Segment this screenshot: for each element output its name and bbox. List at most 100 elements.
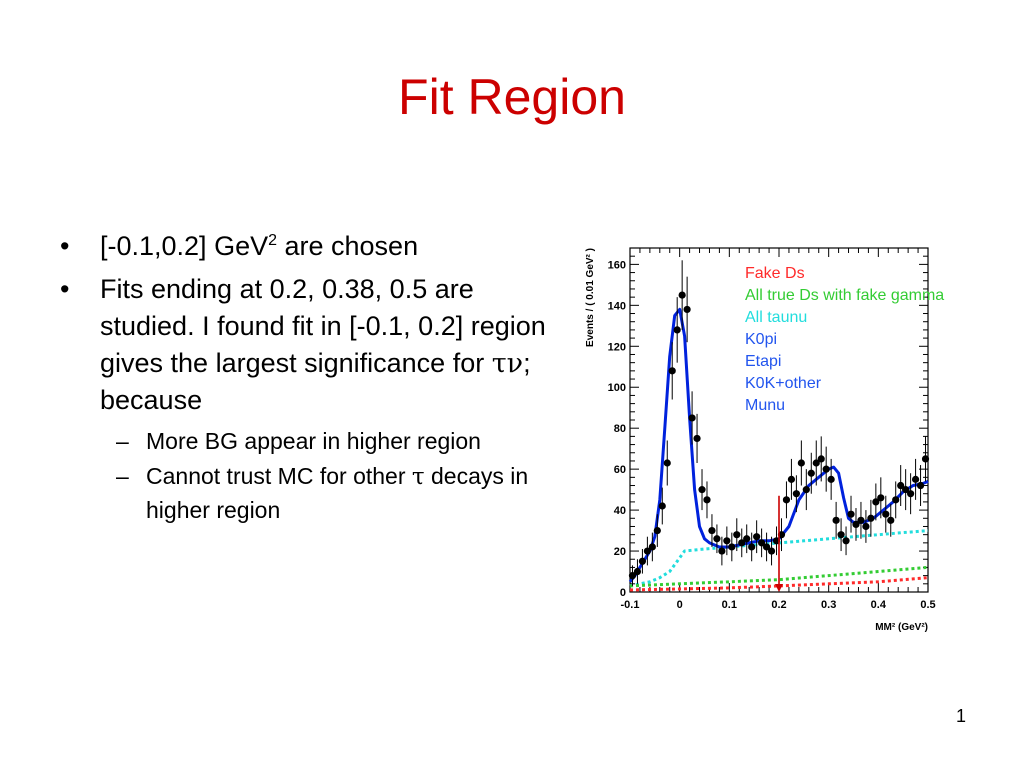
data-point: [887, 516, 895, 524]
legend-entry: All true Ds with fake gamma: [745, 287, 944, 304]
data-point: [628, 572, 637, 580]
sub-bullet-item: – More BG appear in higher region: [60, 425, 570, 458]
sub-bullet-item: – Cannot trust MC for other τ decays in h…: [60, 460, 570, 527]
y-tick-label: 0: [620, 587, 626, 599]
y-tick-label: 140: [608, 300, 626, 312]
data-point: [902, 486, 910, 494]
data-point: [748, 543, 756, 551]
data-point: [673, 326, 681, 334]
fit-boundary-arrow: [775, 584, 783, 592]
data-point: [817, 455, 825, 463]
data-point: [693, 434, 701, 443]
sub-bullet-dash: –: [116, 463, 129, 489]
data-point: [857, 516, 865, 524]
data-point: [698, 486, 706, 494]
data-point: [753, 533, 761, 541]
legend-entry: Etapi: [745, 353, 781, 370]
y-tick-label: 120: [608, 341, 626, 353]
data-point: [733, 531, 741, 539]
data-point: [767, 547, 776, 555]
legend-entry: Fake Ds: [745, 265, 805, 282]
data-point: [827, 475, 835, 483]
data-point: [877, 494, 885, 502]
data-point: [867, 514, 875, 522]
slide-title: Fit Region: [398, 69, 626, 125]
data-point: [708, 526, 716, 535]
data-point: [882, 510, 890, 518]
legend-entry: K0pi: [745, 331, 777, 348]
data-point: [797, 459, 805, 467]
mm2-fit-chart: -0.1 0 0.1 0.2 0.3 0.4 0.502040608010012014016…: [585, 247, 944, 633]
background-curve: [629, 576, 929, 592]
sub-bullet-text: Cannot trust MC for other: [146, 463, 412, 489]
sub-bullet-dash: –: [116, 428, 129, 454]
x-tick-label: -0.1: [621, 599, 640, 611]
data-point: [668, 367, 676, 375]
data-point: [842, 537, 850, 545]
data-point: [892, 496, 900, 504]
data-point: [837, 531, 845, 539]
background-curve: [629, 565, 929, 588]
data-point: [638, 557, 647, 565]
data-point: [653, 526, 661, 535]
bullet-dot: •: [60, 274, 70, 304]
data-point: [633, 567, 642, 576]
data-point: [832, 516, 840, 524]
x-axis-label: MM² (GeV²): [875, 622, 928, 633]
data-point: [758, 539, 766, 547]
y-tick-label: 20: [614, 546, 626, 558]
data-point: [921, 455, 930, 463]
y-tick-label: 80: [614, 423, 626, 435]
data-point: [713, 535, 721, 543]
data-point: [807, 469, 815, 477]
data-point: [743, 535, 751, 543]
data-point: [728, 543, 736, 551]
data-point: [787, 475, 796, 483]
data-point: [916, 481, 925, 490]
data-point: [907, 490, 915, 498]
data-point: [897, 481, 905, 490]
data-point: [678, 291, 686, 299]
data-point: [822, 465, 830, 473]
data-point: [911, 475, 920, 483]
data-point: [812, 459, 820, 467]
x-tick-label: 0.4: [871, 599, 887, 611]
data-point: [658, 502, 666, 510]
x-tick-label: 0.1: [722, 599, 737, 611]
bullet-list: • [-0.1,0.2] GeV2 are chosen • Fits ending…: [60, 228, 570, 527]
legend-entry: K0K+other: [745, 375, 822, 392]
y-axis-label: Events / ( 0.01 GeV² ): [585, 248, 596, 347]
data-point: [762, 543, 771, 551]
slide-number: 1: [955, 706, 966, 726]
sub-bullet-text: decays in higher region: [146, 463, 529, 523]
data-point: [862, 522, 870, 531]
y-tick-label: 100: [608, 382, 626, 394]
data-point: [723, 537, 731, 545]
y-tick-label: 160: [608, 259, 626, 271]
data-point: [872, 498, 880, 506]
data-point: [802, 486, 810, 494]
data-point: [703, 496, 711, 504]
x-tick-label: 0: [677, 599, 683, 611]
data-point: [648, 543, 656, 551]
superscript: 2: [268, 232, 277, 249]
bullet-item: • [-0.1,0.2] GeV2 are chosen: [60, 228, 570, 265]
y-tick-label: 40: [614, 505, 626, 517]
data-point: [663, 459, 671, 467]
bullet-text: Fits ending at 0.2, 0.38, 0.5 are studie…: [100, 274, 546, 378]
data-point: [688, 414, 696, 422]
data-point: [852, 520, 860, 529]
data-point: [847, 510, 855, 518]
x-tick-label: 0.3: [821, 599, 836, 611]
data-point: [782, 496, 791, 504]
legend-entry: All taunu: [745, 309, 807, 326]
legend-entry: Munu: [745, 397, 785, 414]
data-point: [643, 547, 651, 555]
bullet-text: are chosen: [277, 231, 419, 261]
bullet-text: ; because: [100, 348, 531, 415]
data-point: [738, 539, 746, 547]
x-tick-label: 0.5: [920, 599, 935, 611]
bullet-item: • Fits ending at 0.2, 0.38, 0.5 are studi…: [60, 271, 570, 419]
bullet-dot: •: [60, 231, 70, 261]
tau-nu-symbol: τν: [491, 348, 524, 379]
